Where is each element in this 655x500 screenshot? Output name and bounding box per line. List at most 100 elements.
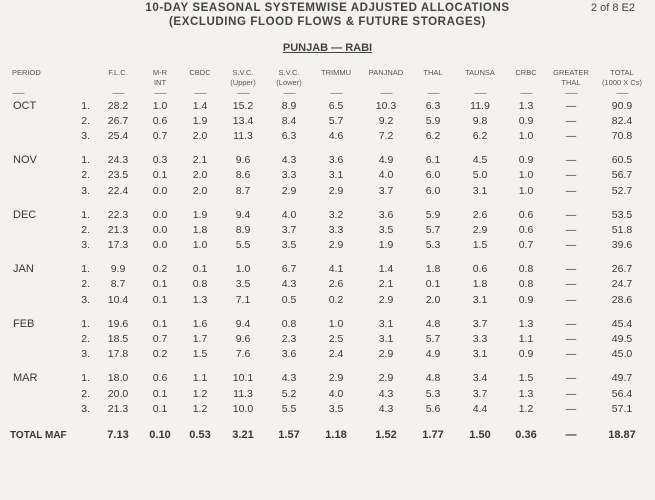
table-cell: 45.4 bbox=[611, 317, 633, 330]
table-cell: 3.1 bbox=[472, 348, 488, 361]
table-cell: 2.9 bbox=[378, 372, 394, 385]
section-title: PUNJAB — RABI bbox=[0, 42, 655, 54]
total-cell: 0.53 bbox=[189, 429, 211, 442]
table-cell: — bbox=[565, 184, 577, 197]
column-header: TAUNSA bbox=[454, 68, 506, 88]
table-cell: 4.6 bbox=[328, 129, 344, 142]
table-cell: — bbox=[565, 333, 577, 346]
column-header-line2: INT bbox=[153, 78, 167, 87]
header-underline: ------ bbox=[237, 88, 250, 98]
table-cell: 2.6 bbox=[328, 278, 344, 291]
period-label bbox=[8, 331, 66, 346]
spacer-cell bbox=[8, 362, 648, 371]
table-cell: 1.0 bbox=[152, 99, 168, 112]
column-header: CRBC bbox=[506, 68, 546, 88]
table-cell: 1.5 bbox=[518, 372, 534, 385]
table-cell: 8.7 bbox=[235, 184, 251, 197]
table-cell: 5.9 bbox=[425, 208, 441, 221]
total-cell: 1.52 bbox=[375, 429, 397, 442]
table-cell: 1.8 bbox=[425, 263, 441, 276]
column-header-line1: S.V.C. bbox=[278, 68, 300, 77]
table-cell: 8.9 bbox=[281, 99, 297, 112]
total-cell: 1.50 bbox=[469, 429, 491, 442]
column-header-line1: PANJNAD bbox=[368, 68, 404, 77]
table-row: 2. 21.3 0.0 1.8 8.9 3.7 3.3 3.5 5.7 2.9 0.6 — 51.8 bbox=[8, 222, 648, 237]
table-cell: 8.7 bbox=[110, 278, 126, 291]
table-cell: 0.1 bbox=[192, 263, 208, 276]
allocation-table: PERIOD F.L.C. M-R INT CBDC S.V.C. (Upper) S.V.C… bbox=[8, 68, 648, 445]
table-cell: 6.2 bbox=[425, 129, 441, 142]
table-cell: 2.5 bbox=[328, 333, 344, 346]
table-cell: 45.0 bbox=[611, 348, 633, 361]
column-header: THAL bbox=[412, 68, 454, 88]
table-cell: 0.5 bbox=[281, 293, 297, 306]
header-underline: ------ bbox=[12, 88, 25, 98]
table-cell: — bbox=[565, 387, 577, 400]
table-cell: 56.7 bbox=[611, 169, 633, 182]
total-cell: 0.10 bbox=[149, 429, 171, 442]
column-header-line1: TAUNSA bbox=[465, 68, 495, 77]
column-header: PERIOD bbox=[8, 68, 66, 88]
table-cell: 0.1 bbox=[152, 293, 168, 306]
table-cell: 24.3 bbox=[107, 154, 129, 167]
table-cell: 9.2 bbox=[378, 114, 394, 127]
table-cell: 7.1 bbox=[235, 293, 251, 306]
table-cell: 3.3 bbox=[281, 169, 297, 182]
column-header: F.L.C. bbox=[96, 68, 140, 88]
table-row: 3. 25.4 0.7 2.0 11.3 6.3 4.6 7.2 6.2 6.2 1.0 — 70.8 bbox=[8, 128, 648, 143]
section-title-text: PUNJAB — RABI bbox=[282, 42, 373, 54]
table-cell: 20.0 bbox=[107, 387, 129, 400]
table-cell: 22.3 bbox=[107, 208, 129, 221]
table-cell: 0.1 bbox=[152, 317, 168, 330]
total-cell: 3.21 bbox=[232, 429, 254, 442]
column-header-line2: (Lower) bbox=[276, 78, 302, 87]
table-row: MAR 1. 18.0 0.6 1.1 10.1 4.3 2.9 2.9 4.8 3.4 1.5 — 49… bbox=[8, 371, 648, 386]
table-cell: 60.5 bbox=[611, 154, 633, 167]
header-underline: ------ bbox=[616, 88, 629, 98]
column-header: TRIMMU bbox=[312, 68, 360, 88]
table-cell: 2.0 bbox=[192, 184, 208, 197]
column-header-line1: TOTAL bbox=[610, 68, 634, 77]
table-cell: 10.3 bbox=[375, 99, 397, 112]
table-cell: — bbox=[565, 317, 577, 330]
table-cell: 0.1 bbox=[152, 278, 168, 291]
table-cell: 0.8 bbox=[192, 278, 208, 291]
table-cell: 24.7 bbox=[611, 278, 633, 291]
table-cell: 10.4 bbox=[107, 293, 129, 306]
table-cell: 1.3 bbox=[518, 99, 534, 112]
dekad-index: 3. bbox=[81, 402, 90, 415]
column-header: PANJNAD bbox=[360, 68, 412, 88]
table-cell: 1.0 bbox=[235, 263, 251, 276]
table-cell: 3.7 bbox=[281, 223, 297, 236]
table-cell: 4.1 bbox=[328, 263, 344, 276]
table-cell: 0.3 bbox=[152, 154, 168, 167]
table-cell: 0.6 bbox=[152, 114, 168, 127]
table-row: 2. 20.0 0.1 1.2 11.3 5.2 4.0 4.3 5.3 3.7 1.3 — 56.4 bbox=[8, 386, 648, 401]
table-cell: 2.4 bbox=[328, 348, 344, 361]
row-spacer bbox=[8, 362, 648, 371]
table-cell: — bbox=[565, 402, 577, 415]
table-cell: 1.9 bbox=[192, 114, 208, 127]
table-cell: — bbox=[565, 239, 577, 252]
table-cell: 5.6 bbox=[425, 402, 441, 415]
column-header: M-R INT bbox=[140, 68, 180, 88]
document-title: 10-DAY SEASONAL SYSTEMWISE ADJUSTED ALLO… bbox=[145, 2, 510, 14]
table-cell: 9.4 bbox=[235, 317, 251, 330]
dekad-index: 3. bbox=[81, 129, 90, 142]
header-underline: ------ bbox=[112, 88, 125, 98]
table-cell: 0.0 bbox=[152, 223, 168, 236]
table-cell: — bbox=[565, 372, 577, 385]
period-label bbox=[8, 238, 66, 253]
dekad-index: 2. bbox=[81, 333, 90, 346]
table-row: 2. 23.5 0.1 2.0 8.6 3.3 3.1 4.0 6.0 5.0 1.0 — 56.7 bbox=[8, 168, 648, 183]
table-cell: 5.5 bbox=[235, 239, 251, 252]
period-label: NOV bbox=[13, 154, 37, 167]
table-cell: 5.0 bbox=[472, 169, 488, 182]
table-cell: 1.3 bbox=[518, 387, 534, 400]
table-cell: 4.9 bbox=[378, 154, 394, 167]
table-row: 3. 10.4 0.1 1.3 7.1 0.5 0.2 2.9 2.0 3.1 0.9 — 28.6 bbox=[8, 292, 648, 307]
column-header: TOTAL (1000 X Cs) bbox=[596, 68, 648, 88]
table-cell: 1.9 bbox=[378, 239, 394, 252]
table-cell: 2.3 bbox=[281, 333, 297, 346]
table-cell: 0.9 bbox=[518, 293, 534, 306]
